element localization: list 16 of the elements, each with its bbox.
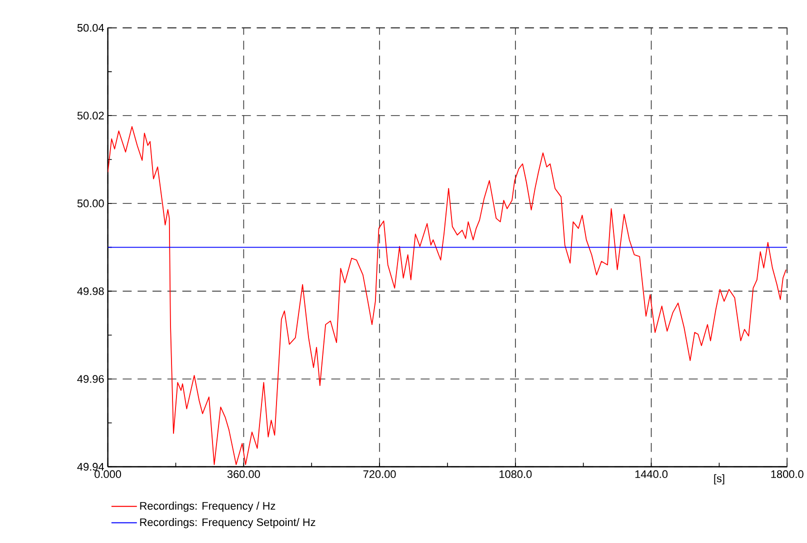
x-axis-title: [s] [714,474,724,484]
line-series [108,126,786,465]
legend-label: Recordings: Frequency Setpoint/ Hz [140,518,316,528]
x-tick-label: 0.000 [94,470,122,478]
y-tick-label: 49.96 [77,375,104,383]
legend-label: Recordings: Frequency / Hz [140,502,276,512]
y-tick-label: 50.04 [77,24,104,32]
x-tick-label: 720.00 [363,470,396,478]
y-tick-label: 50.02 [77,112,104,120]
x-tick-label: 1080.0 [500,470,532,478]
x-tick-label: 360.00 [227,470,260,478]
y-tick-label: 49.98 [77,287,104,295]
y-tick-label: 49.94 [77,462,104,471]
y-tick-label: 50.00 [77,199,104,208]
x-tick-label: 1440.0 [635,470,668,478]
x-tick-label: 1800.0 [771,470,804,478]
